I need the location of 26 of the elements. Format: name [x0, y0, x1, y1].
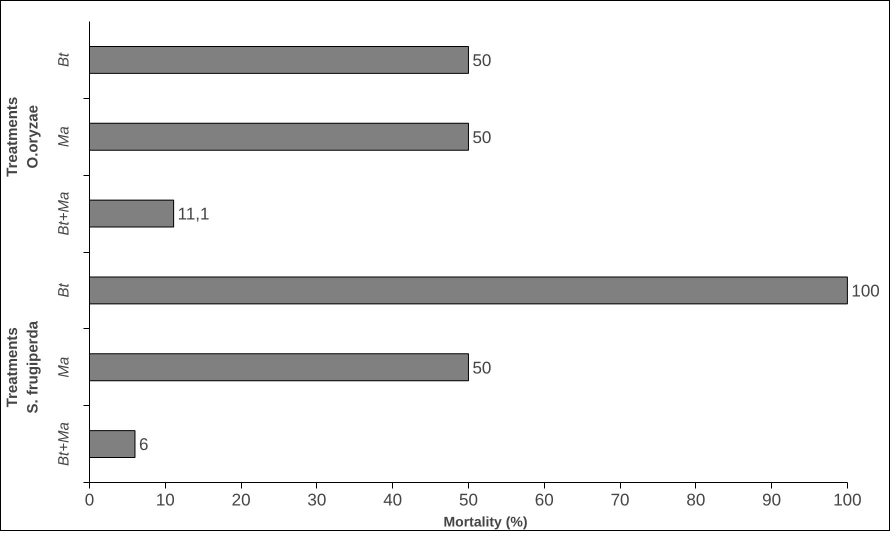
- x-axis-title: Mortality (%): [444, 514, 528, 530]
- data-label: 11,1: [178, 204, 210, 224]
- text: Treatments S. frugiperda: [4, 320, 42, 414]
- y-tick-label: Bt: [56, 52, 72, 68]
- x-tick-label: 100: [833, 490, 862, 510]
- x-tick-label: 60: [534, 490, 554, 510]
- data-label: 100: [851, 281, 880, 300]
- data-label: 50: [472, 358, 492, 378]
- y-tick-label: Bt+Ma: [56, 192, 72, 236]
- text: Treatments O.oryzae: [4, 96, 42, 177]
- x-tick-label: 80: [686, 490, 706, 510]
- y-tick-label: Ma: [56, 356, 72, 378]
- data-label: 50: [472, 50, 492, 70]
- x-tick-label: 40: [383, 490, 402, 510]
- y-tick-label: Bt+Ma: [56, 422, 72, 466]
- x-tick-label: 90: [762, 490, 782, 510]
- x-tick-label: 0: [84, 490, 94, 510]
- x-tick-label: 50: [458, 490, 478, 510]
- data-label: 50: [472, 128, 492, 147]
- x-tick-label: 10: [156, 490, 175, 510]
- data-label: 6: [138, 435, 148, 454]
- x-tick-label: 20: [232, 490, 251, 510]
- x-tick-label: 70: [610, 490, 630, 510]
- y-tick-label: Ma: [56, 126, 72, 148]
- x-tick-label: 30: [307, 490, 326, 510]
- y-tick-label: Bt: [56, 282, 72, 298]
